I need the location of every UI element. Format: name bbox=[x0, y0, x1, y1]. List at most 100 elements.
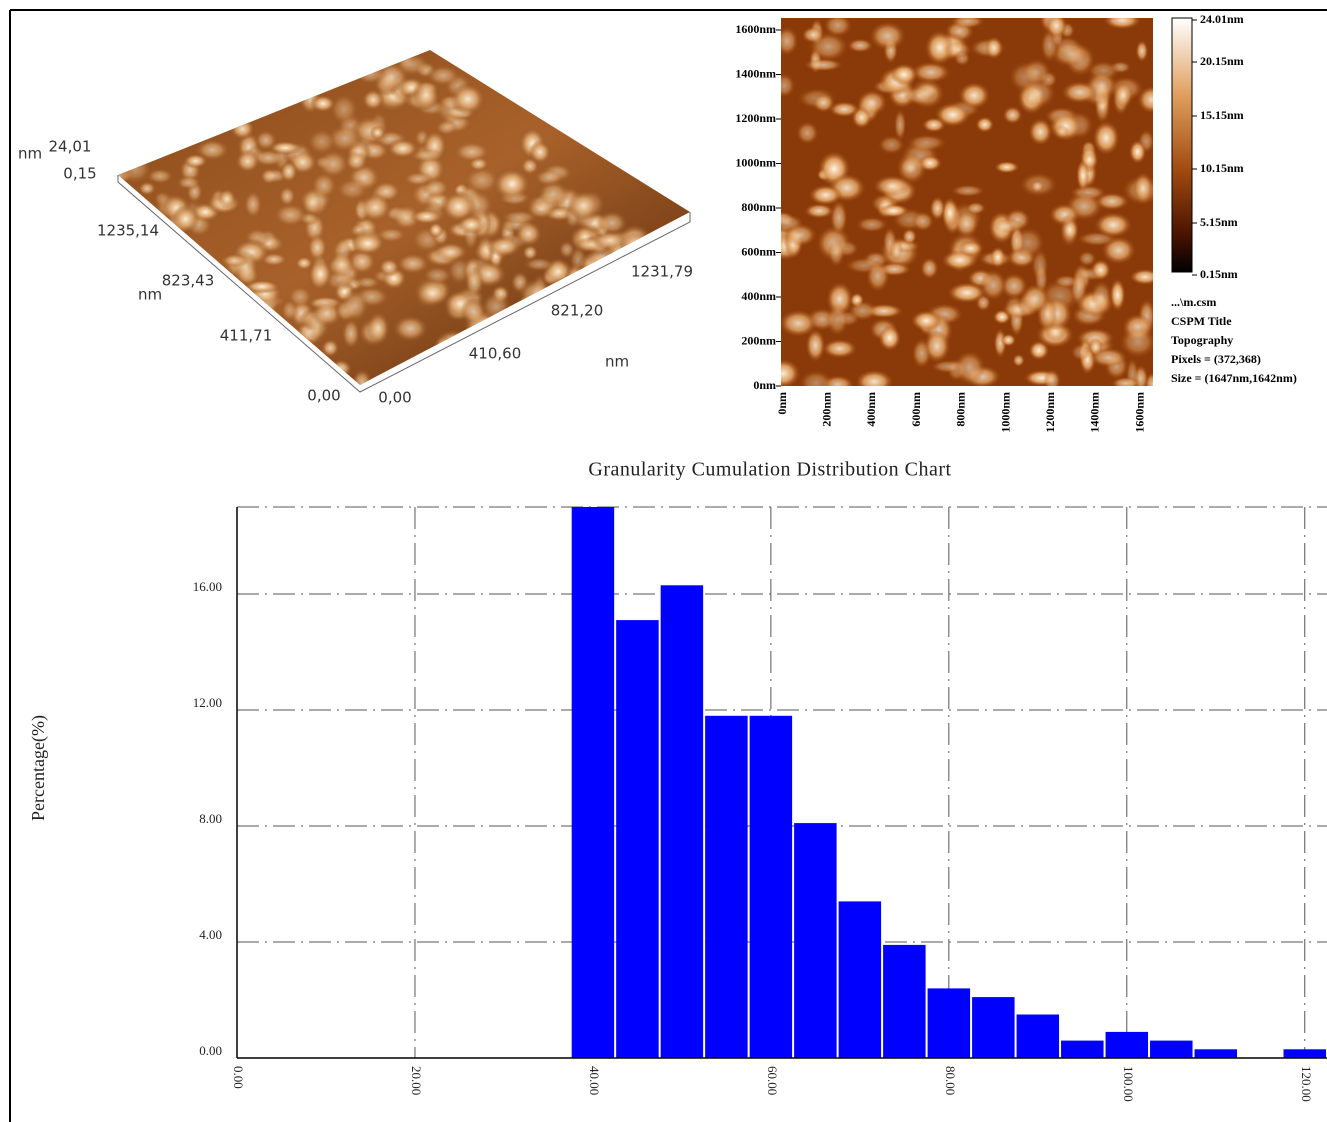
bump bbox=[558, 240, 576, 259]
topo-x-tick: 1200nm bbox=[1043, 392, 1057, 433]
bump bbox=[1031, 248, 1049, 282]
bump bbox=[175, 175, 202, 191]
bump bbox=[463, 166, 501, 195]
bump bbox=[353, 275, 381, 290]
bump bbox=[561, 274, 597, 293]
topo-bumps bbox=[781, 18, 1153, 386]
bump bbox=[1043, 368, 1061, 386]
bump bbox=[796, 121, 819, 145]
bump bbox=[828, 101, 860, 118]
bump bbox=[344, 150, 369, 172]
bump bbox=[1135, 40, 1149, 62]
info-line: CSPM Title bbox=[1171, 314, 1232, 328]
topo-y-tick: 200nm bbox=[741, 333, 776, 347]
colorbar-label: 20.15nm bbox=[1200, 54, 1244, 68]
bump bbox=[1090, 280, 1113, 313]
bump bbox=[1012, 353, 1025, 367]
topography-2d bbox=[781, 17, 1193, 386]
bump bbox=[847, 38, 873, 53]
bump bbox=[234, 149, 261, 174]
bump bbox=[989, 246, 1006, 268]
bump bbox=[528, 139, 552, 165]
bump bbox=[958, 240, 984, 257]
info-line: Topography bbox=[1171, 333, 1233, 347]
bump bbox=[517, 278, 554, 310]
bar bbox=[1283, 1049, 1326, 1058]
bump bbox=[523, 257, 556, 272]
bump bbox=[351, 368, 373, 385]
topo-y-tick: 1600nm bbox=[735, 22, 776, 36]
bump bbox=[929, 196, 946, 221]
bump bbox=[1103, 18, 1142, 30]
bar bbox=[1016, 1014, 1060, 1058]
bump bbox=[1113, 81, 1134, 109]
bump bbox=[329, 92, 359, 126]
bump bbox=[920, 257, 939, 280]
bump bbox=[922, 117, 946, 133]
bump bbox=[366, 310, 391, 345]
bar bbox=[1105, 1031, 1149, 1058]
3d-axis-label: 821,20 bbox=[551, 302, 604, 320]
bump bbox=[1078, 250, 1097, 267]
y-tick-label: 4.00 bbox=[199, 927, 222, 942]
bump bbox=[906, 134, 947, 152]
bump bbox=[1129, 139, 1147, 164]
bump bbox=[1089, 347, 1128, 368]
bump bbox=[1111, 376, 1141, 386]
bar bbox=[794, 823, 837, 1058]
y-tick-label: 8.00 bbox=[199, 811, 222, 826]
surface-bumps bbox=[118, 50, 654, 385]
info-line: ...\m.csm bbox=[1171, 295, 1216, 309]
bump bbox=[1028, 340, 1050, 361]
bump bbox=[566, 190, 601, 221]
topo-y-tick: 0nm bbox=[753, 378, 776, 392]
bump bbox=[427, 221, 444, 239]
bump bbox=[408, 148, 446, 163]
surface-3d bbox=[117, 50, 691, 393]
bump bbox=[994, 161, 1020, 174]
bump bbox=[320, 338, 340, 358]
bump bbox=[1070, 343, 1091, 361]
bump bbox=[902, 228, 917, 245]
bump bbox=[984, 36, 1003, 60]
bump bbox=[873, 175, 912, 197]
bump bbox=[878, 324, 901, 351]
bump bbox=[525, 199, 557, 220]
bump bbox=[808, 184, 843, 206]
bump bbox=[1137, 86, 1153, 114]
bump bbox=[1021, 58, 1052, 86]
y-tick-label: 0.00 bbox=[199, 1043, 222, 1058]
bump bbox=[145, 167, 175, 185]
bump bbox=[171, 204, 200, 234]
bump bbox=[391, 314, 429, 343]
bump bbox=[805, 328, 826, 362]
bump bbox=[1059, 213, 1080, 247]
topo-y-tick: 1200nm bbox=[735, 111, 776, 125]
bump bbox=[896, 152, 927, 184]
bump bbox=[822, 339, 858, 359]
bar bbox=[571, 507, 615, 1058]
bump bbox=[1020, 283, 1050, 315]
bump bbox=[848, 300, 878, 321]
bump bbox=[486, 235, 523, 258]
bump bbox=[229, 117, 256, 141]
bump bbox=[799, 370, 834, 386]
bump bbox=[440, 339, 458, 356]
x-tick-label: 60.00 bbox=[765, 1066, 780, 1095]
bump bbox=[1119, 326, 1153, 358]
bump bbox=[357, 193, 393, 223]
bump bbox=[415, 279, 451, 308]
bump bbox=[911, 61, 951, 83]
colorbar-label: 15.15nm bbox=[1200, 108, 1244, 122]
bump bbox=[391, 203, 422, 231]
bump bbox=[219, 253, 250, 268]
bump bbox=[943, 41, 972, 59]
bump bbox=[335, 177, 369, 202]
x-tick-label: 80.00 bbox=[943, 1066, 958, 1095]
bump bbox=[306, 233, 328, 263]
bump bbox=[137, 181, 157, 196]
bump bbox=[182, 153, 209, 169]
bump bbox=[118, 153, 153, 185]
topo-y-tick: 800nm bbox=[741, 200, 776, 214]
colorbar bbox=[1171, 17, 1193, 273]
